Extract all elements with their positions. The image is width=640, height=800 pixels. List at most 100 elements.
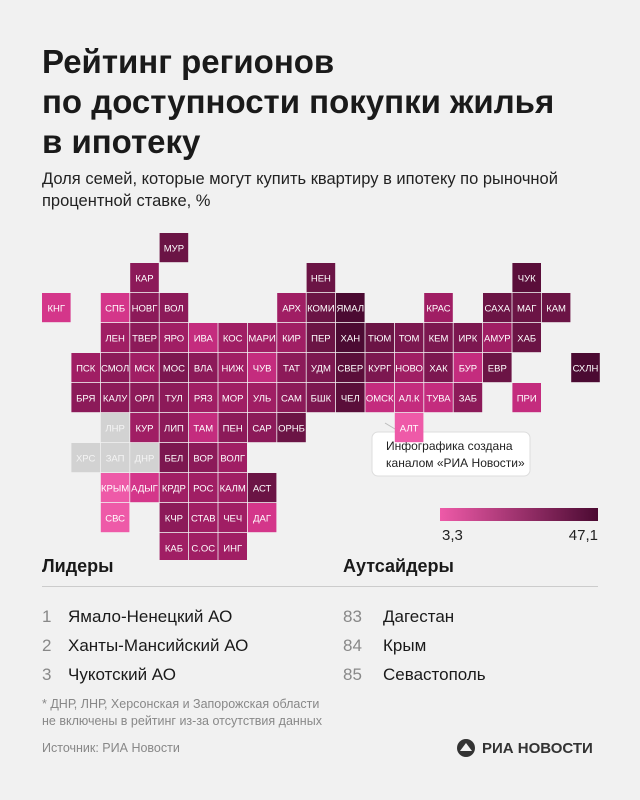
region-name: Чукотский АО (68, 665, 176, 684)
region-tile (189, 323, 218, 353)
region-tile (189, 443, 218, 473)
region-tile (42, 293, 71, 323)
region-label: ЗАП (106, 454, 125, 465)
region-tile (336, 353, 365, 383)
region-tile (247, 473, 277, 503)
region-label: МСК (134, 364, 155, 375)
region-tile (306, 323, 336, 353)
region-label: КОМИ (307, 304, 335, 315)
region-tile (130, 293, 159, 323)
region-tile (71, 383, 100, 413)
region-label: ТАТ (283, 364, 300, 375)
region-label: ХАБ (517, 334, 536, 345)
region-label: ВОЛ (164, 304, 184, 315)
region-label: ТЮМ (368, 334, 391, 345)
region-label: ЧЕЛ (341, 394, 360, 405)
region-label: ТАМ (193, 424, 213, 435)
note-text: Инфографика создана (386, 439, 513, 453)
region-label: ХАК (429, 364, 448, 375)
rank: 1 (42, 607, 52, 626)
region-tile (424, 293, 453, 323)
region-tile (365, 323, 394, 353)
region-tile (159, 323, 189, 353)
region-tile (189, 503, 218, 533)
region-tile (130, 323, 159, 353)
region-label: КНГ (48, 304, 66, 315)
region-label: ДНР (135, 454, 155, 465)
region-label: ЯМАЛ (337, 304, 365, 315)
region-name: Севастополь (383, 665, 486, 684)
region-tile (512, 263, 541, 293)
region-label: ВОР (193, 454, 213, 465)
logo-icon (457, 739, 475, 757)
region-label: АЛ.К (399, 394, 420, 405)
region-label: ОМСК (366, 394, 394, 405)
region-tile (71, 353, 100, 383)
region-label: НОВГ (132, 304, 158, 315)
region-label: ЕВР (488, 364, 507, 375)
logo: РИА НОВОСТИ (456, 738, 593, 758)
footnote: * ДНР, ЛНР, Херсонская и Запорожская обл… (42, 697, 320, 711)
region-tile (159, 353, 189, 383)
region-tile (424, 353, 453, 383)
region-tile (218, 413, 247, 443)
region-label: ВЛА (194, 364, 213, 375)
region-tile (159, 383, 189, 413)
region-label: ДАГ (253, 514, 271, 525)
region-tile (424, 323, 453, 353)
region-label: СВС (105, 514, 125, 525)
region-label: ИРК (459, 334, 478, 345)
region-label: НОВО (395, 364, 423, 375)
region-label: БРЯ (76, 394, 95, 405)
region-tile (218, 323, 247, 353)
region-label: МАРИ (248, 334, 276, 345)
note-text: каналом «РИА Новости» (386, 456, 525, 470)
region-tile (247, 503, 277, 533)
region-label: УДМ (311, 364, 331, 375)
region-label: КРДР (162, 484, 186, 495)
region-label: АРХ (282, 304, 301, 315)
footnote: не включены в рейтинг из-за отсутствия д… (42, 714, 322, 728)
region-label: КУРГ (368, 364, 391, 375)
region-name: Ямало-Ненецкий АО (68, 607, 233, 626)
region-label: ИНГ (223, 544, 242, 555)
section-title: Аутсайдеры (343, 556, 454, 576)
region-label: КАБ (165, 544, 183, 555)
region-tile (189, 353, 218, 383)
logo-text: РИА НОВОСТИ (482, 739, 593, 757)
region-tile (159, 413, 189, 443)
region-label: СХЛН (573, 364, 599, 375)
region-tile (218, 503, 247, 533)
region-label: ХАН (341, 334, 361, 345)
region-tile (512, 323, 541, 353)
rank: 85 (343, 665, 362, 684)
region-tile (306, 383, 336, 413)
title-line: Рейтинг регионов (42, 43, 335, 80)
region-label: ПЕР (311, 334, 331, 345)
region-label: ЧЕЧ (223, 514, 242, 525)
region-label: БЕЛ (164, 454, 183, 465)
region-tile (159, 473, 189, 503)
source: Источник: РИА Новости (42, 741, 180, 755)
region-tile (218, 473, 247, 503)
region-label: КАР (135, 274, 153, 285)
region-tile (159, 533, 189, 560)
region-tile (277, 323, 306, 353)
region-label: ЛНР (105, 424, 124, 435)
region-label: ОРНБ (278, 424, 305, 435)
legend-max: 47,1 (569, 527, 598, 544)
region-label: МУР (164, 244, 184, 255)
region-label: НЕН (311, 274, 331, 285)
region-tile (159, 233, 189, 263)
region-tile (130, 473, 159, 503)
region-label: КАМ (546, 304, 566, 315)
rank: 3 (42, 665, 52, 684)
region-label: БШК (311, 394, 332, 405)
region-tile (247, 413, 277, 443)
region-label: КЧР (165, 514, 183, 525)
region-tile (306, 263, 336, 293)
title-line: в ипотеку (42, 123, 201, 160)
region-tile (336, 323, 365, 353)
subtitle: Доля семей, которые могут купить квартир… (42, 170, 558, 210)
region-label: ПЕН (223, 424, 243, 435)
